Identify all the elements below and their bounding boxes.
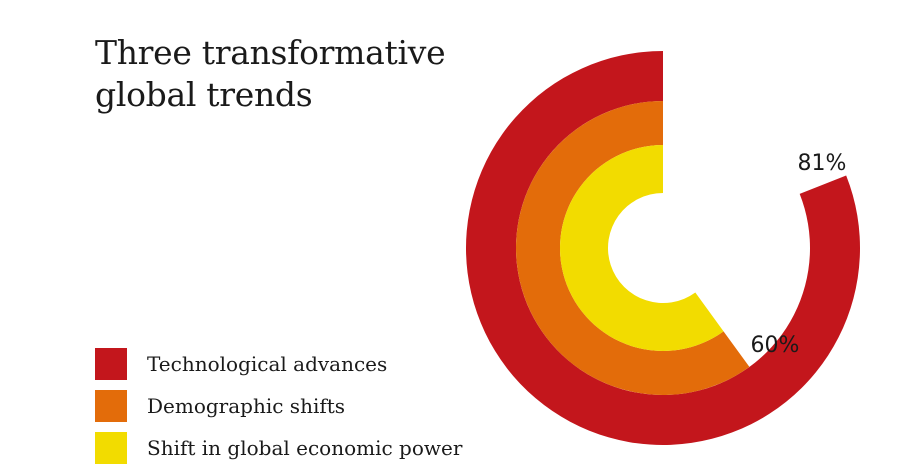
- ring-bar-shift-in-global-economic-power: [559, 145, 724, 352]
- legend-label-demographic-shifts: Demographic shifts: [147, 394, 346, 418]
- legend-item-shift-in-global-economic-power: Shift in global economic power: [95, 427, 462, 469]
- legend-swatch-demographic-shifts: [95, 390, 127, 422]
- legend-label-shift-in-global-economic-power: Shift in global economic power: [147, 436, 463, 460]
- legend-item-technological-advances: Technological advances: [95, 343, 462, 385]
- chart-title-line-2: global trends: [95, 75, 313, 114]
- data-label-demographic-shifts: 60%: [751, 333, 800, 358]
- legend-item-demographic-shifts: Demographic shifts: [95, 385, 462, 427]
- legend-swatch-technological-advances: [95, 348, 127, 380]
- legend-label-technological-advances: Technological advances: [147, 352, 388, 376]
- chart-legend: Technological advances Demographic shift…: [95, 343, 462, 469]
- chart-rings: [465, 51, 860, 445]
- chart-data-labels: 81% 60%: [751, 151, 847, 358]
- ring-bar-demographic-shifts: [515, 101, 750, 396]
- chart-title-line-1: Three transformative: [95, 33, 446, 72]
- data-label-technological-advances: 81%: [798, 151, 847, 176]
- legend-swatch-shift-in-global-economic-power: [95, 432, 127, 464]
- chart-title: Three transformative global trends: [95, 32, 446, 116]
